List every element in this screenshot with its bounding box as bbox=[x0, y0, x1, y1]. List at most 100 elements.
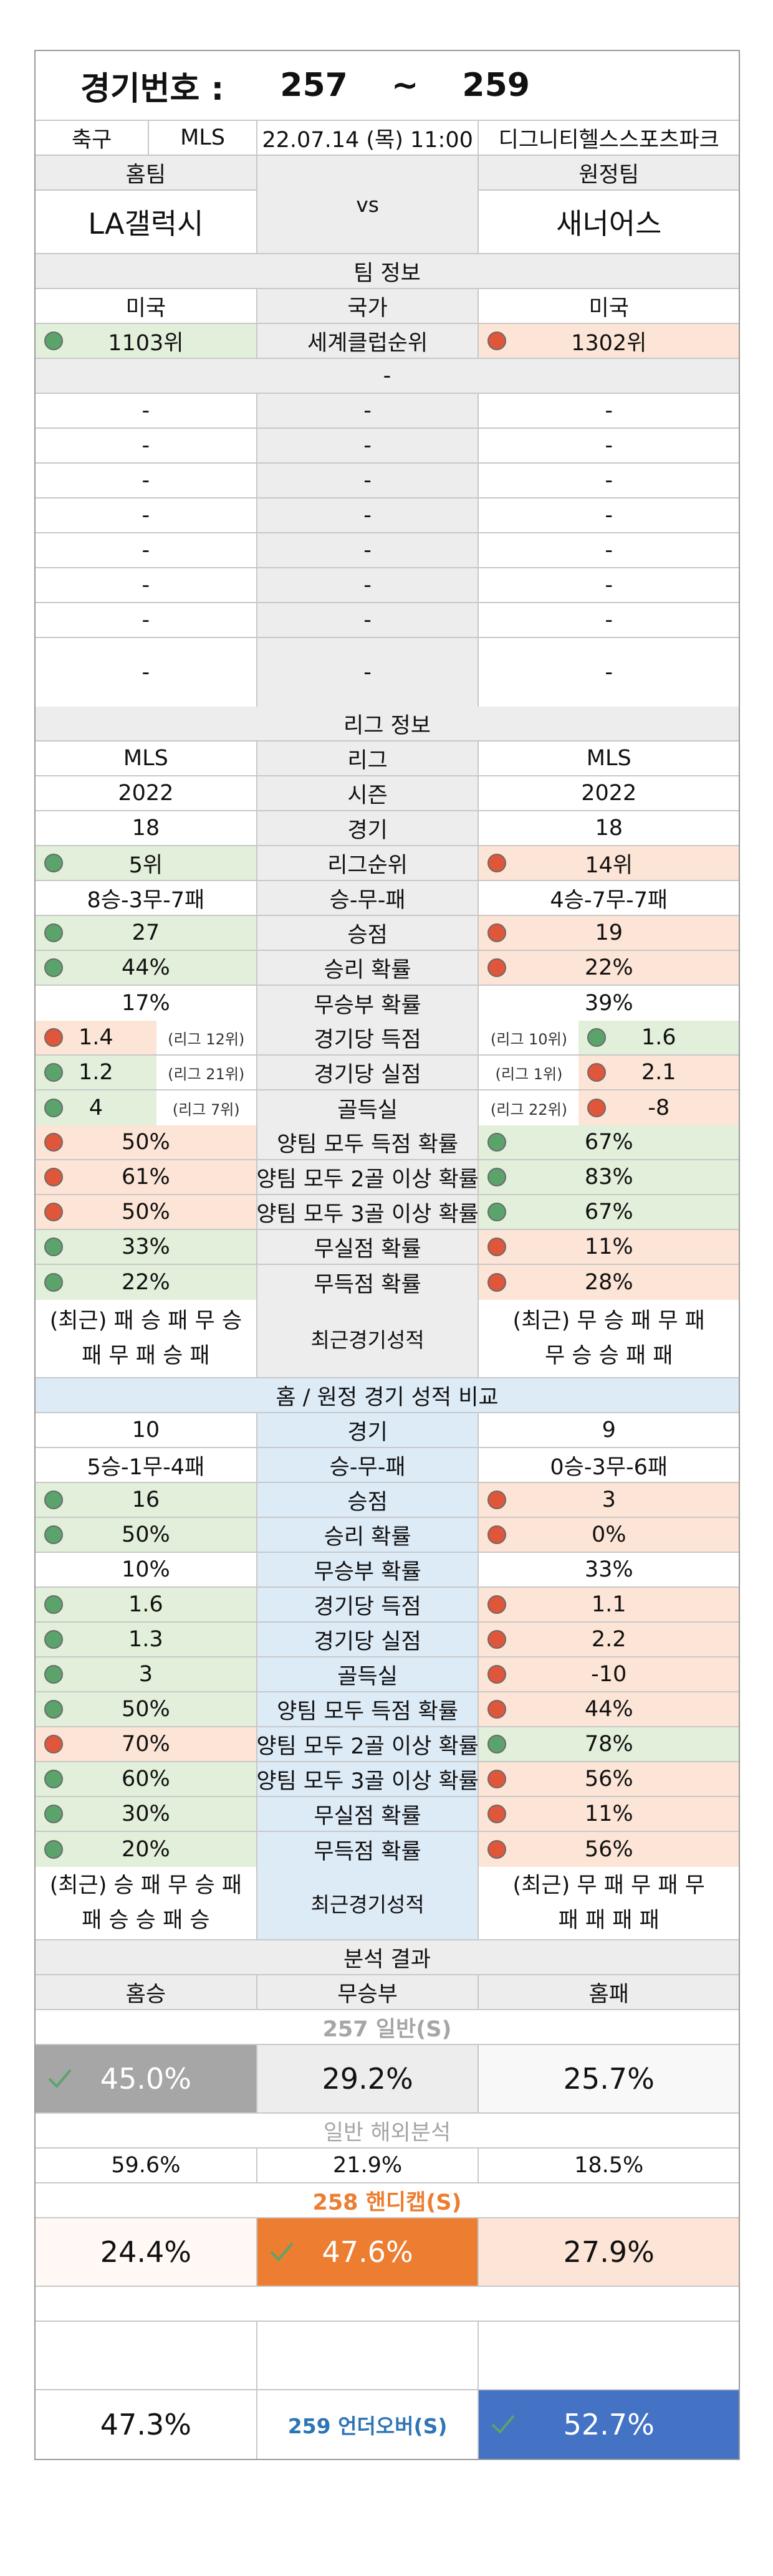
row-label: - bbox=[363, 433, 372, 458]
handicap-row: 24.4% 47.6% 27.9% bbox=[36, 2218, 739, 2287]
home-value: 50% bbox=[121, 1697, 170, 1722]
over-value: 52.7% bbox=[563, 2408, 655, 2441]
under-over-spacer-row bbox=[36, 2322, 739, 2390]
away-league-rank-note: (리그 10위) bbox=[479, 1021, 579, 1054]
stat-row: 22% 무득점 확률 28% bbox=[36, 1265, 739, 1300]
stat-row: 50% 양팀 모두 득점 확률 67% bbox=[36, 1125, 739, 1160]
stat-row: 17% 무승부 확률 39% bbox=[36, 986, 739, 1021]
row-label: 승-무-패 bbox=[329, 887, 406, 913]
check-icon bbox=[270, 2242, 294, 2261]
red-dot-icon bbox=[487, 1525, 507, 1544]
red-dot-icon bbox=[487, 1665, 507, 1684]
home-value: 1.2 bbox=[79, 1060, 113, 1085]
league-recent-label: 최근경기성적 bbox=[257, 1300, 479, 1377]
spacer-cell bbox=[36, 2322, 257, 2389]
row-label: - bbox=[363, 660, 372, 685]
red-dot-icon bbox=[487, 1491, 507, 1509]
away-league-rank-note: (리그 1위) bbox=[479, 1056, 579, 1089]
red-dot-icon bbox=[487, 1805, 507, 1823]
home-value: - bbox=[142, 573, 150, 598]
stat-row: 10 경기 9 bbox=[36, 1413, 739, 1448]
stat-row: 30% 무실점 확률 11% bbox=[36, 1797, 739, 1832]
away-value: 4승-7무-7패 bbox=[550, 887, 668, 913]
away-value: MLS bbox=[586, 746, 631, 771]
sport: 축구 bbox=[36, 121, 150, 155]
green-dot-icon bbox=[44, 1630, 63, 1649]
stat-row: 27 승점 19 bbox=[36, 916, 739, 951]
away-value: - bbox=[605, 468, 613, 493]
home-value: - bbox=[142, 503, 150, 528]
green-dot-icon bbox=[44, 1491, 63, 1509]
stat-row: 50% 양팀 모두 득점 확률 44% bbox=[36, 1692, 739, 1727]
red-dot-icon bbox=[44, 1168, 63, 1186]
home-value: 10% bbox=[121, 1557, 170, 1582]
team-info-row: --- bbox=[36, 533, 739, 568]
row-label: 무득점 확률 bbox=[314, 1839, 421, 1864]
green-dot-icon bbox=[44, 854, 63, 872]
home-value: 50% bbox=[121, 1522, 170, 1547]
red-dot-icon bbox=[487, 1840, 507, 1859]
away-value: - bbox=[605, 398, 613, 423]
away-value: 0승-3무-6패 bbox=[550, 1454, 668, 1480]
analysis-cols-row: 홈승 무승부 홈패 bbox=[36, 1975, 739, 2010]
row-label: 양팀 모두 득점 확률 bbox=[277, 1132, 459, 1157]
red-dot-icon bbox=[44, 1133, 63, 1152]
green-dot-icon bbox=[44, 923, 63, 942]
under-over-label: 259 언더오버(S) bbox=[257, 2390, 479, 2459]
home-value: - bbox=[142, 608, 150, 632]
col-draw: 무승부 bbox=[257, 1975, 479, 2009]
home-value: 1.6 bbox=[128, 1592, 163, 1617]
home-value: 30% bbox=[121, 1801, 170, 1826]
under-over-row: 47.3% 259 언더오버(S) 52.7% bbox=[36, 2390, 739, 2459]
row-label: - bbox=[363, 573, 372, 598]
home-value: 5위 bbox=[128, 852, 163, 878]
green-dot-icon bbox=[44, 1099, 63, 1117]
row-label: 경기당 실점 bbox=[314, 1062, 421, 1087]
away-value: - bbox=[605, 433, 613, 458]
team-info-row: --- bbox=[36, 429, 739, 464]
green-dot-icon bbox=[487, 1133, 507, 1152]
home-value: 5승-1무-4패 bbox=[87, 1454, 205, 1480]
home-value: 2022 bbox=[118, 781, 174, 806]
home-value: 4 bbox=[89, 1095, 103, 1120]
green-dot-icon bbox=[44, 1238, 63, 1256]
green-dot-icon bbox=[44, 1770, 63, 1788]
home-league-rank-note: (리그 7위) bbox=[156, 1090, 256, 1125]
row-label: 무득점 확률 bbox=[314, 1272, 421, 1297]
row-label: 승리 확률 bbox=[324, 957, 411, 983]
away-value: 11% bbox=[584, 1801, 633, 1826]
row-label: 승리 확률 bbox=[324, 1524, 411, 1550]
teams-row: 홈팀 LA갤럭시 vs 원정팀 새너어스 bbox=[36, 156, 739, 254]
red-dot-icon bbox=[487, 923, 507, 942]
row-label: - bbox=[363, 398, 372, 423]
away-country: 미국 bbox=[588, 295, 629, 321]
red-dot-icon bbox=[487, 1273, 507, 1292]
overseas-home: 59.6% bbox=[36, 2149, 257, 2182]
stat-row: 50% 양팀 모두 3골 이상 확률 67% bbox=[36, 1195, 739, 1230]
overseas-row: 59.6% 21.9% 18.5% bbox=[36, 2149, 739, 2183]
home-country: 미국 bbox=[36, 289, 257, 323]
red-dot-icon bbox=[487, 332, 507, 350]
home-value: 44% bbox=[121, 955, 170, 980]
red-dot-icon bbox=[487, 1595, 507, 1614]
handicap-draw: 47.6% bbox=[322, 2235, 413, 2269]
row-label: 무승부 확률 bbox=[314, 993, 421, 1018]
home-value: 16 bbox=[132, 1487, 160, 1512]
row-label: 양팀 모두 2골 이상 확률 bbox=[257, 1166, 479, 1192]
home-value: 8승-3무-7패 bbox=[87, 887, 205, 913]
stat-row: 61% 양팀 모두 2골 이상 확률 83% bbox=[36, 1160, 739, 1195]
red-dot-icon bbox=[44, 1735, 63, 1753]
away-value: - bbox=[605, 503, 613, 528]
green-dot-icon bbox=[487, 1168, 507, 1186]
overseas-draw: 21.9% bbox=[257, 2149, 479, 2182]
analysis-title: 분석 결과 bbox=[343, 1947, 431, 1972]
ha-away-recent-line2: 패 패 패 패 bbox=[558, 1908, 660, 1933]
general-draw: 29.2% bbox=[257, 2045, 479, 2112]
red-dot-icon bbox=[487, 1630, 507, 1649]
stat-row: 5승-1무-4패 승-무-패 0승-3무-6패 bbox=[36, 1448, 739, 1483]
stat-row: 18 경기 18 bbox=[36, 811, 739, 846]
stat-row: 70% 양팀 모두 2골 이상 확률 78% bbox=[36, 1727, 739, 1762]
league-info-title: 리그 정보 bbox=[343, 713, 431, 738]
general-away: 25.7% bbox=[479, 2045, 739, 2112]
away-value: 56% bbox=[584, 1767, 633, 1791]
